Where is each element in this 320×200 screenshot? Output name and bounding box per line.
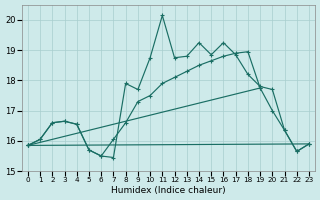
X-axis label: Humidex (Indice chaleur): Humidex (Indice chaleur) xyxy=(111,186,226,195)
